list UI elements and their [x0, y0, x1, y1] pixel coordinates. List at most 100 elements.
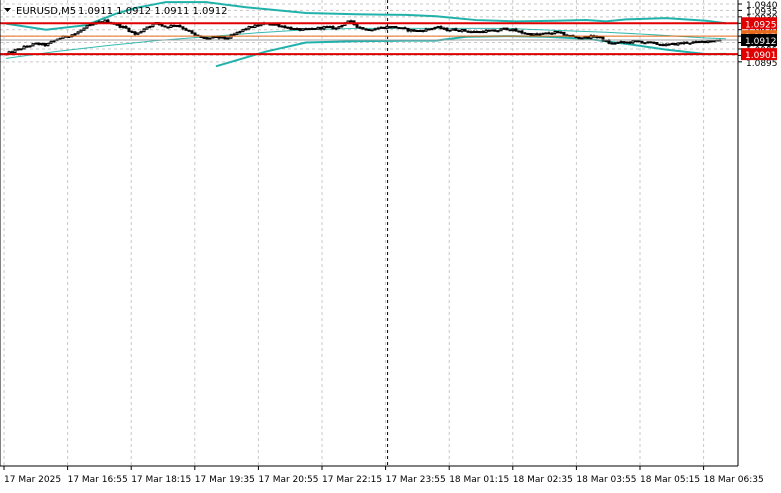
- candle-body: [139, 31, 143, 34]
- candle-body: [577, 37, 581, 40]
- candle-body: [274, 23, 278, 26]
- candle-body: [148, 25, 152, 28]
- candle-body: [628, 41, 632, 44]
- candle-body: [286, 26, 290, 29]
- candle-body: [304, 28, 308, 31]
- candle-body: [550, 32, 554, 35]
- candle-body: [418, 30, 422, 33]
- candle-body: [532, 33, 536, 36]
- candle-body: [193, 32, 197, 36]
- candle-body: [466, 30, 470, 33]
- candle-body: [583, 36, 587, 39]
- candle-body: [478, 31, 482, 34]
- candle-body: [208, 37, 212, 40]
- candle-body: [85, 25, 89, 29]
- candle-body: [391, 25, 395, 29]
- candle-body: [250, 26, 254, 29]
- candle-body: [676, 42, 680, 46]
- x-tick-label: 17 Mar 16:55: [68, 475, 128, 485]
- candle-body: [67, 35, 71, 38]
- candle-body: [136, 32, 140, 35]
- candle-body: [670, 42, 674, 45]
- level-lines[interactable]: [0, 22, 738, 56]
- x-tick-label: 18 Mar 03:55: [576, 475, 636, 485]
- candle-body: [289, 26, 293, 30]
- candle-body: [337, 26, 341, 29]
- candle-body: [694, 41, 698, 44]
- candle-body: [634, 40, 638, 43]
- candle-body: [82, 27, 86, 31]
- candle-body: [697, 41, 701, 44]
- candle-body: [247, 26, 251, 30]
- candle-body: [121, 26, 125, 29]
- candle-body: [604, 39, 608, 42]
- candle-body: [238, 30, 242, 33]
- time-axis[interactable]: 17 Mar 2025 17 Mar 16:55 17 Mar 18:15 17 Ma…: [3, 466, 764, 485]
- candle-body: [475, 31, 479, 34]
- bollinger-upper-band: [5, 1, 727, 31]
- candle-body: [424, 28, 428, 32]
- candle-body: [328, 26, 332, 29]
- candle-body: [235, 31, 239, 35]
- candle-body: [118, 23, 122, 28]
- candle-body: [388, 26, 392, 29]
- candle-body: [160, 23, 164, 27]
- candle-body: [217, 36, 221, 39]
- candle-body: [163, 25, 167, 28]
- candle-body: [355, 24, 359, 28]
- dropdown-triangle-icon[interactable]: [4, 8, 11, 12]
- candle-body: [16, 48, 20, 51]
- candle-body: [463, 29, 467, 32]
- candle-body: [601, 36, 605, 42]
- candle-body: [130, 30, 134, 33]
- candle-body: [37, 42, 41, 46]
- candle-body: [358, 26, 362, 29]
- x-tick-label: 17 Mar 23:55: [386, 475, 446, 485]
- candle-body: [595, 36, 599, 39]
- candle-body: [529, 33, 533, 36]
- candle-body: [334, 27, 338, 30]
- candle-body: [316, 26, 320, 30]
- candle-body: [544, 32, 548, 35]
- candle-body: [403, 27, 407, 30]
- current-price-tag: [741, 33, 777, 46]
- candle-body: [511, 28, 515, 31]
- candle-body: [58, 37, 62, 40]
- level-price-tag: [741, 17, 777, 30]
- y-tick-label: 1.0895: [746, 59, 778, 69]
- candle-body: [508, 29, 512, 32]
- candle-body: [277, 23, 281, 27]
- candle-body: [40, 43, 44, 46]
- candle-body: [703, 40, 707, 44]
- x-tick-label: 18 Mar 06:35: [704, 475, 764, 485]
- candle-body: [175, 25, 179, 28]
- candle-body: [649, 41, 653, 44]
- candle-body: [241, 28, 245, 32]
- candle-body: [292, 28, 296, 31]
- candle-body: [190, 30, 194, 34]
- price-axis[interactable]: 1.09401.09351.09301.09251.09201.09151.09…: [738, 1, 778, 69]
- candle-body: [517, 30, 521, 33]
- candle-body: [652, 41, 656, 44]
- candle-body: [88, 24, 92, 27]
- candle-body: [307, 28, 311, 31]
- symbol-label: EURUSD,M5: [16, 6, 76, 17]
- candle-body: [76, 31, 80, 35]
- x-tick-label: 18 Mar 05:15: [640, 475, 700, 485]
- candle-body: [553, 30, 557, 34]
- candle-body: [34, 42, 38, 45]
- chart-header: EURUSD,M5 1.0911 1.0912 1.0911 1.0912: [4, 6, 228, 17]
- candle-body: [616, 41, 620, 44]
- candle-body: [502, 27, 506, 30]
- candle-body: [559, 31, 563, 34]
- candle-body: [331, 26, 335, 30]
- candle-body: [181, 26, 185, 30]
- candle-body: [454, 28, 458, 32]
- candle-body: [13, 49, 17, 54]
- candle-body: [685, 41, 689, 44]
- candle-body: [712, 40, 716, 43]
- candle-body: [73, 33, 77, 36]
